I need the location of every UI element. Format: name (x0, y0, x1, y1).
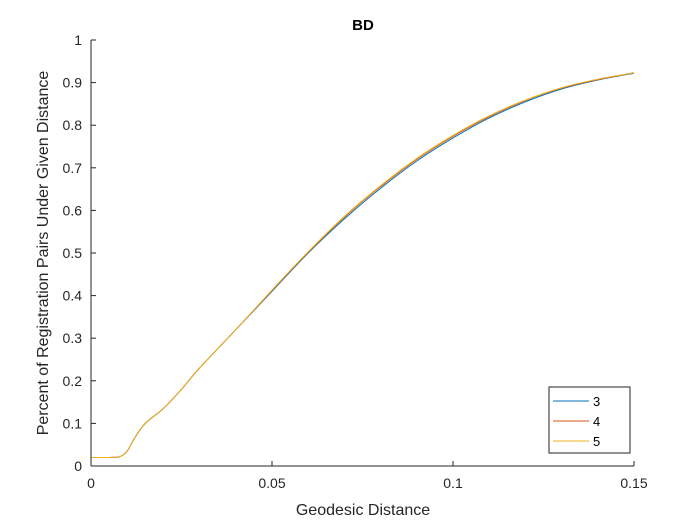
legend: 3 4 5 (548, 386, 631, 454)
legend-box (548, 386, 631, 454)
x-axis-label: Geodesic Distance (296, 502, 430, 519)
series-layer (90, 72, 635, 459)
y-tick-label: 0.6 (63, 202, 83, 218)
y-tick-label: 0.7 (63, 160, 83, 176)
axes-layer: 0 0.05 0.1 0.15 0 0.1 0.2 0.3 0.4 0.5 0.6 0.7 0.8 0.… (63, 32, 648, 491)
x-tick-label: 0.1 (443, 475, 463, 491)
x-tick-label: 0.05 (258, 475, 285, 491)
x-tick-label: 0.15 (620, 475, 647, 491)
y-axis-ticks: 0 0.1 0.2 0.3 0.4 0.5 0.6 0.7 0.8 0.9 1 (63, 32, 96, 474)
chart-title: BD (352, 17, 374, 34)
legend-items: 3 4 5 (553, 394, 600, 449)
y-axis-label: Percent of Registration Pairs Under Give… (35, 71, 52, 436)
y-tick-label: 0.5 (63, 245, 83, 261)
y-tick-label: 0 (74, 458, 82, 474)
y-tick-label: 0.3 (63, 330, 83, 346)
legend-label-4: 4 (593, 414, 600, 429)
series-line-5 (90, 72, 635, 459)
y-tick-label: 0.9 (63, 75, 83, 91)
y-tick-label: 0.1 (63, 415, 83, 431)
legend-label-5: 5 (593, 434, 600, 449)
y-tick-label: 0.4 (63, 288, 83, 304)
y-tick-label: 0.8 (63, 117, 83, 133)
y-tick-label: 0.2 (63, 373, 83, 389)
x-tick-label: 0 (87, 475, 95, 491)
x-axis-ticks: 0 0.05 0.1 0.15 (87, 461, 648, 491)
legend-label-3: 3 (593, 394, 600, 409)
plot-area (90, 72, 635, 459)
y-tick-label: 1 (74, 32, 82, 48)
